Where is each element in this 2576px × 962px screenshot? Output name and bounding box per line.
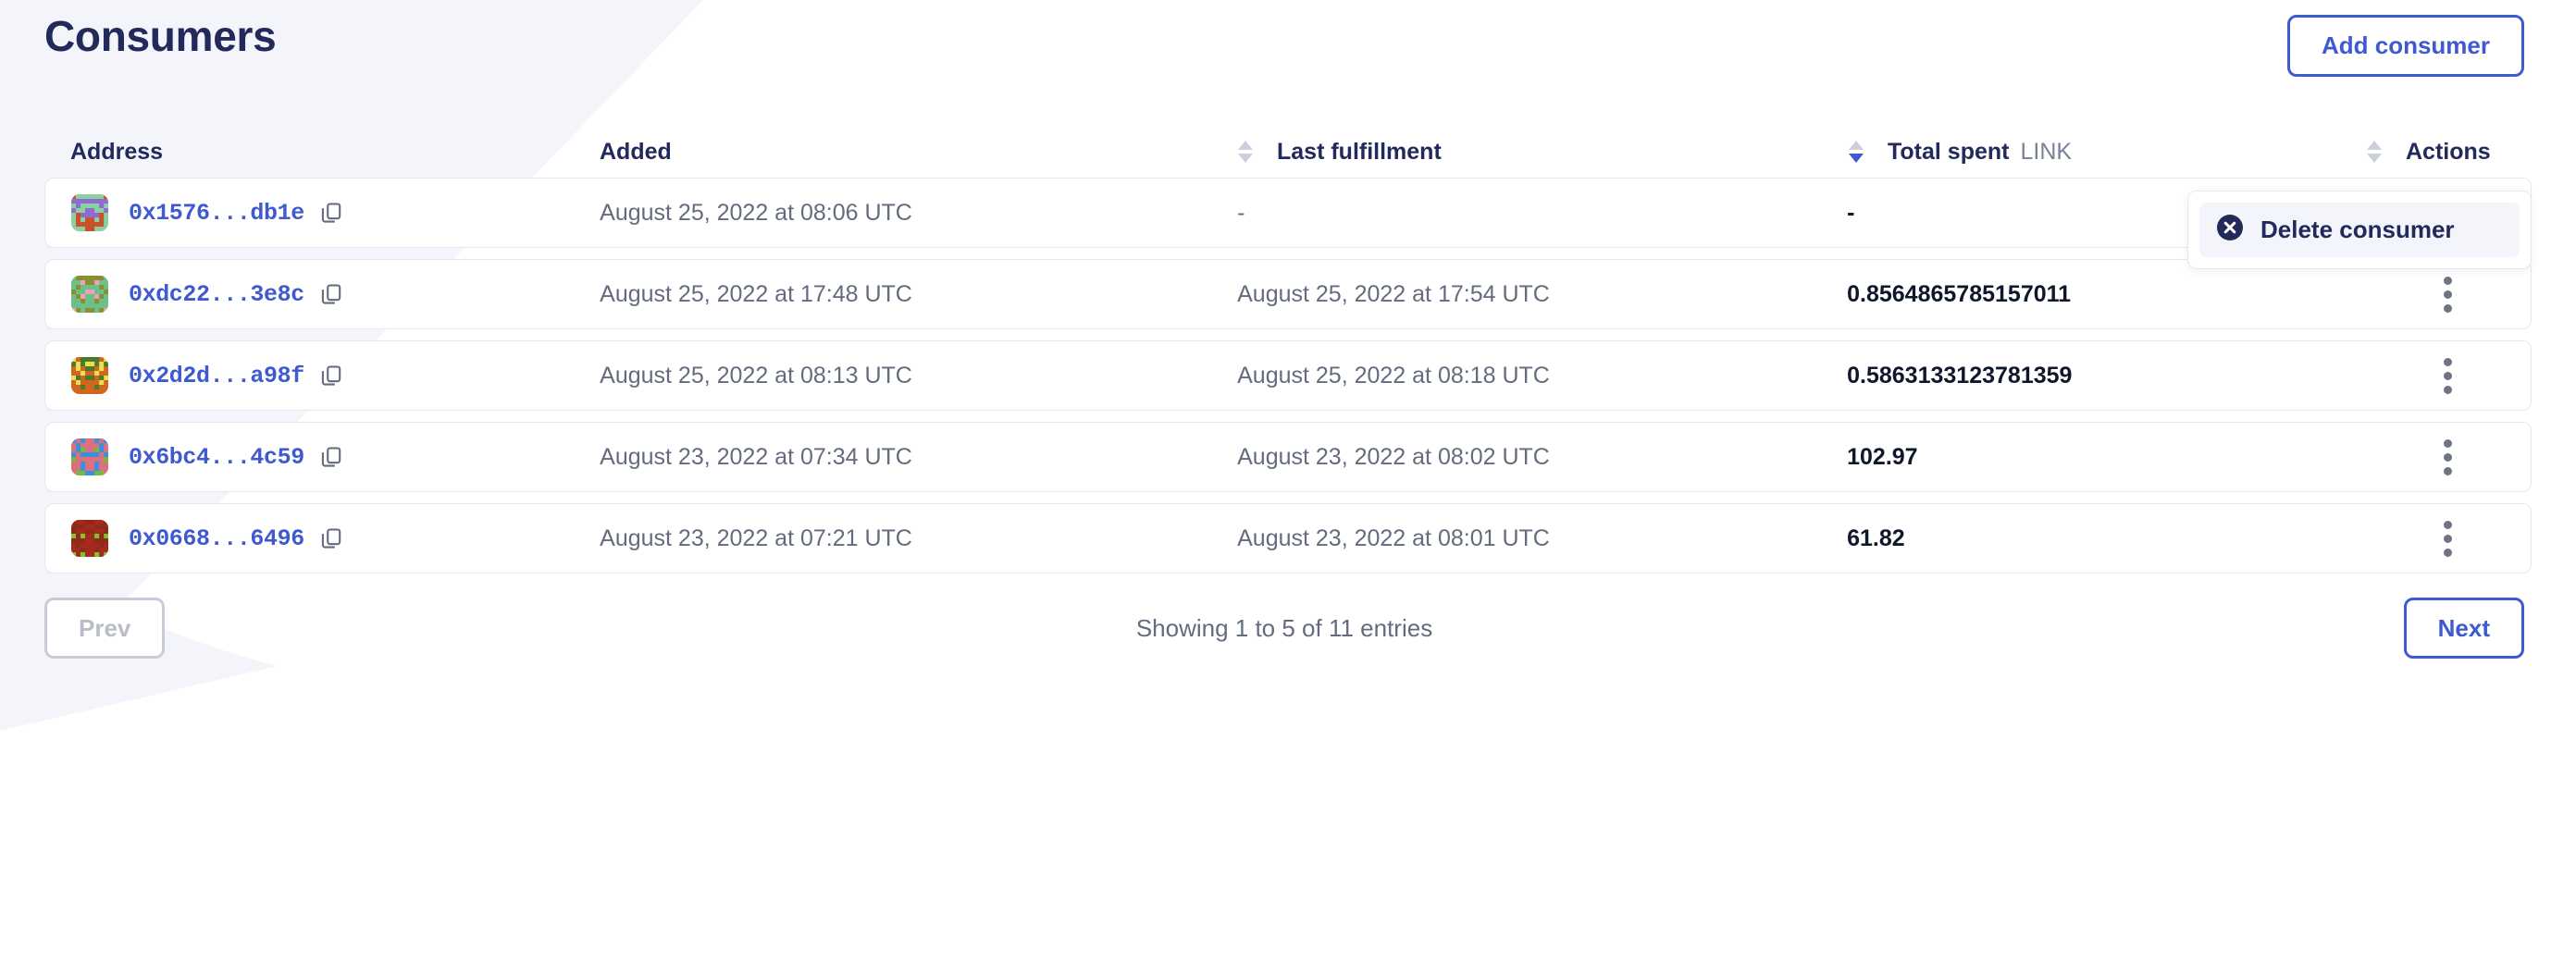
cell-actions	[2364, 352, 2531, 400]
prev-page-button[interactable]: Prev	[44, 597, 166, 660]
cell-last-fulfillment: August 25, 2022 at 08:18 UTC	[1237, 362, 1550, 388]
copy-address-icon[interactable]	[319, 526, 343, 550]
cell-total-spent: 0.5863133123781359	[1847, 362, 2073, 388]
page-title: Consumers	[44, 12, 277, 60]
cell-total-spent: 102.97	[1847, 443, 1918, 470]
row-actions-menu-button[interactable]	[2434, 515, 2461, 562]
kebab-dot-icon	[2443, 438, 2452, 448]
kebab-dot-icon	[2443, 385, 2452, 394]
consumers-table: Address Added Last fulfillment Total spe…	[44, 126, 2532, 660]
cell-actions	[2364, 434, 2531, 481]
identicon-avatar	[71, 276, 108, 313]
cell-actions	[2364, 515, 2531, 562]
column-header-address-label: Address	[70, 138, 164, 165]
identicon-avatar	[71, 194, 108, 231]
kebab-dot-icon	[2443, 466, 2452, 475]
column-header-actions: Actions	[2367, 139, 2491, 166]
table-row: 0x2d2d...a98f August 25, 2022 at 08:13 U…	[44, 340, 2532, 411]
cell-added: August 23, 2022 at 07:21 UTC	[600, 524, 912, 551]
consumer-address-link[interactable]: 0xdc22...3e8c	[129, 280, 304, 308]
sort-toggle-last-fulfillment[interactable]	[1849, 141, 1864, 163]
copy-address-icon[interactable]	[319, 282, 343, 306]
consumer-address-link[interactable]: 0x6bc4...4c59	[129, 443, 304, 471]
consumer-address-link[interactable]: 0x2d2d...a98f	[129, 362, 304, 389]
cell-address: 0x0668...6496	[45, 520, 600, 557]
cell-last-fulfillment: August 23, 2022 at 08:01 UTC	[1237, 524, 1550, 551]
kebab-dot-icon	[2443, 371, 2452, 380]
sort-toggle-added[interactable]	[1238, 141, 1253, 163]
circle-x-icon	[2216, 214, 2244, 246]
cell-address: 0x6bc4...4c59	[45, 438, 600, 475]
column-header-total-spent-unit: LINK	[2020, 138, 2073, 165]
sort-arrow-up-icon	[1238, 141, 1253, 150]
table-row: 0x0668...6496 August 23, 2022 at 07:21 U…	[44, 503, 2532, 574]
add-consumer-button[interactable]: Add consumer	[2286, 15, 2524, 77]
pagination-status: Showing 1 to 5 of 11 entries	[1135, 613, 1433, 642]
column-header-total-spent-label: Total spent	[1888, 138, 2010, 165]
table-row: 0x1576...db1e August 25, 2022 at 08:06 U…	[44, 178, 2532, 248]
table-body: 0x1576...db1e August 25, 2022 at 08:06 U…	[44, 178, 2532, 574]
row-actions-menu-button[interactable]	[2434, 434, 2461, 481]
table-footer: Prev Showing 1 to 5 of 11 entries Next	[44, 597, 2532, 660]
cell-total-spent: 61.82	[1847, 524, 1905, 551]
kebab-dot-icon	[2443, 534, 2452, 543]
cell-added: August 25, 2022 at 17:48 UTC	[600, 280, 912, 307]
cell-address: 0xdc22...3e8c	[45, 276, 600, 313]
column-header-last-fulfillment[interactable]: Last fulfillment	[1238, 139, 1849, 166]
kebab-dot-icon	[2443, 452, 2452, 462]
cell-address: 0x1576...db1e	[45, 194, 600, 231]
identicon-avatar	[71, 438, 108, 475]
copy-address-icon[interactable]	[319, 201, 343, 225]
table-row: 0x6bc4...4c59 August 23, 2022 at 07:34 U…	[44, 422, 2532, 492]
cell-added: August 25, 2022 at 08:13 UTC	[600, 362, 912, 388]
column-header-actions-label: Actions	[2406, 138, 2491, 165]
consumer-address-link[interactable]: 0x1576...db1e	[129, 199, 304, 227]
cell-added: August 23, 2022 at 07:34 UTC	[600, 443, 912, 470]
cell-actions	[2364, 271, 2531, 318]
delete-consumer-menu-item[interactable]: Delete consumer	[2199, 203, 2520, 257]
cell-last-fulfillment: August 23, 2022 at 08:02 UTC	[1237, 443, 1550, 470]
sort-toggle-total-spent[interactable]	[2367, 141, 2382, 163]
cell-address: 0x2d2d...a98f	[45, 357, 600, 394]
cell-last-fulfillment: August 25, 2022 at 17:54 UTC	[1237, 280, 1550, 307]
cell-last-fulfillment: -	[1237, 199, 1245, 226]
cell-total-spent: 0.8564865785157011	[1847, 280, 2072, 307]
column-header-last-fulfillment-label: Last fulfillment	[1277, 138, 1442, 165]
kebab-dot-icon	[2443, 303, 2452, 313]
actions-dropdown-menu: Delete consumer	[2187, 191, 2532, 269]
kebab-dot-icon	[2443, 290, 2452, 299]
column-header-total-spent[interactable]: Total spent LINK	[1849, 139, 2367, 166]
identicon-avatar	[71, 357, 108, 394]
kebab-dot-icon	[2443, 548, 2452, 557]
sort-arrow-down-icon	[1849, 154, 1864, 163]
sort-arrow-up-icon	[2367, 141, 2382, 150]
cell-added: August 25, 2022 at 08:06 UTC	[600, 199, 912, 226]
consumer-address-link[interactable]: 0x0668...6496	[129, 524, 304, 552]
copy-address-icon[interactable]	[319, 364, 343, 388]
kebab-dot-icon	[2443, 276, 2452, 285]
sort-arrow-up-icon	[1849, 141, 1864, 150]
sort-arrow-down-icon	[1238, 154, 1253, 163]
row-actions-menu-button[interactable]	[2434, 271, 2461, 318]
column-header-added[interactable]: Added	[600, 139, 1238, 166]
row-actions-menu-button[interactable]	[2434, 352, 2461, 400]
next-page-button[interactable]: Next	[2403, 597, 2524, 660]
sort-arrow-down-icon	[2367, 154, 2382, 163]
identicon-avatar	[71, 520, 108, 557]
table-header-row: Address Added Last fulfillment Total spe…	[44, 126, 2532, 178]
kebab-dot-icon	[2443, 520, 2452, 529]
column-header-address[interactable]: Address	[44, 139, 600, 166]
copy-address-icon[interactable]	[319, 445, 343, 469]
cell-total-spent: -	[1847, 199, 1855, 226]
kebab-dot-icon	[2443, 357, 2452, 366]
table-row: 0xdc22...3e8c August 25, 2022 at 17:48 U…	[44, 259, 2532, 329]
page-header: Consumers Add consumer	[44, 0, 2532, 109]
column-header-added-label: Added	[600, 138, 672, 165]
delete-consumer-label: Delete consumer	[2260, 216, 2455, 243]
